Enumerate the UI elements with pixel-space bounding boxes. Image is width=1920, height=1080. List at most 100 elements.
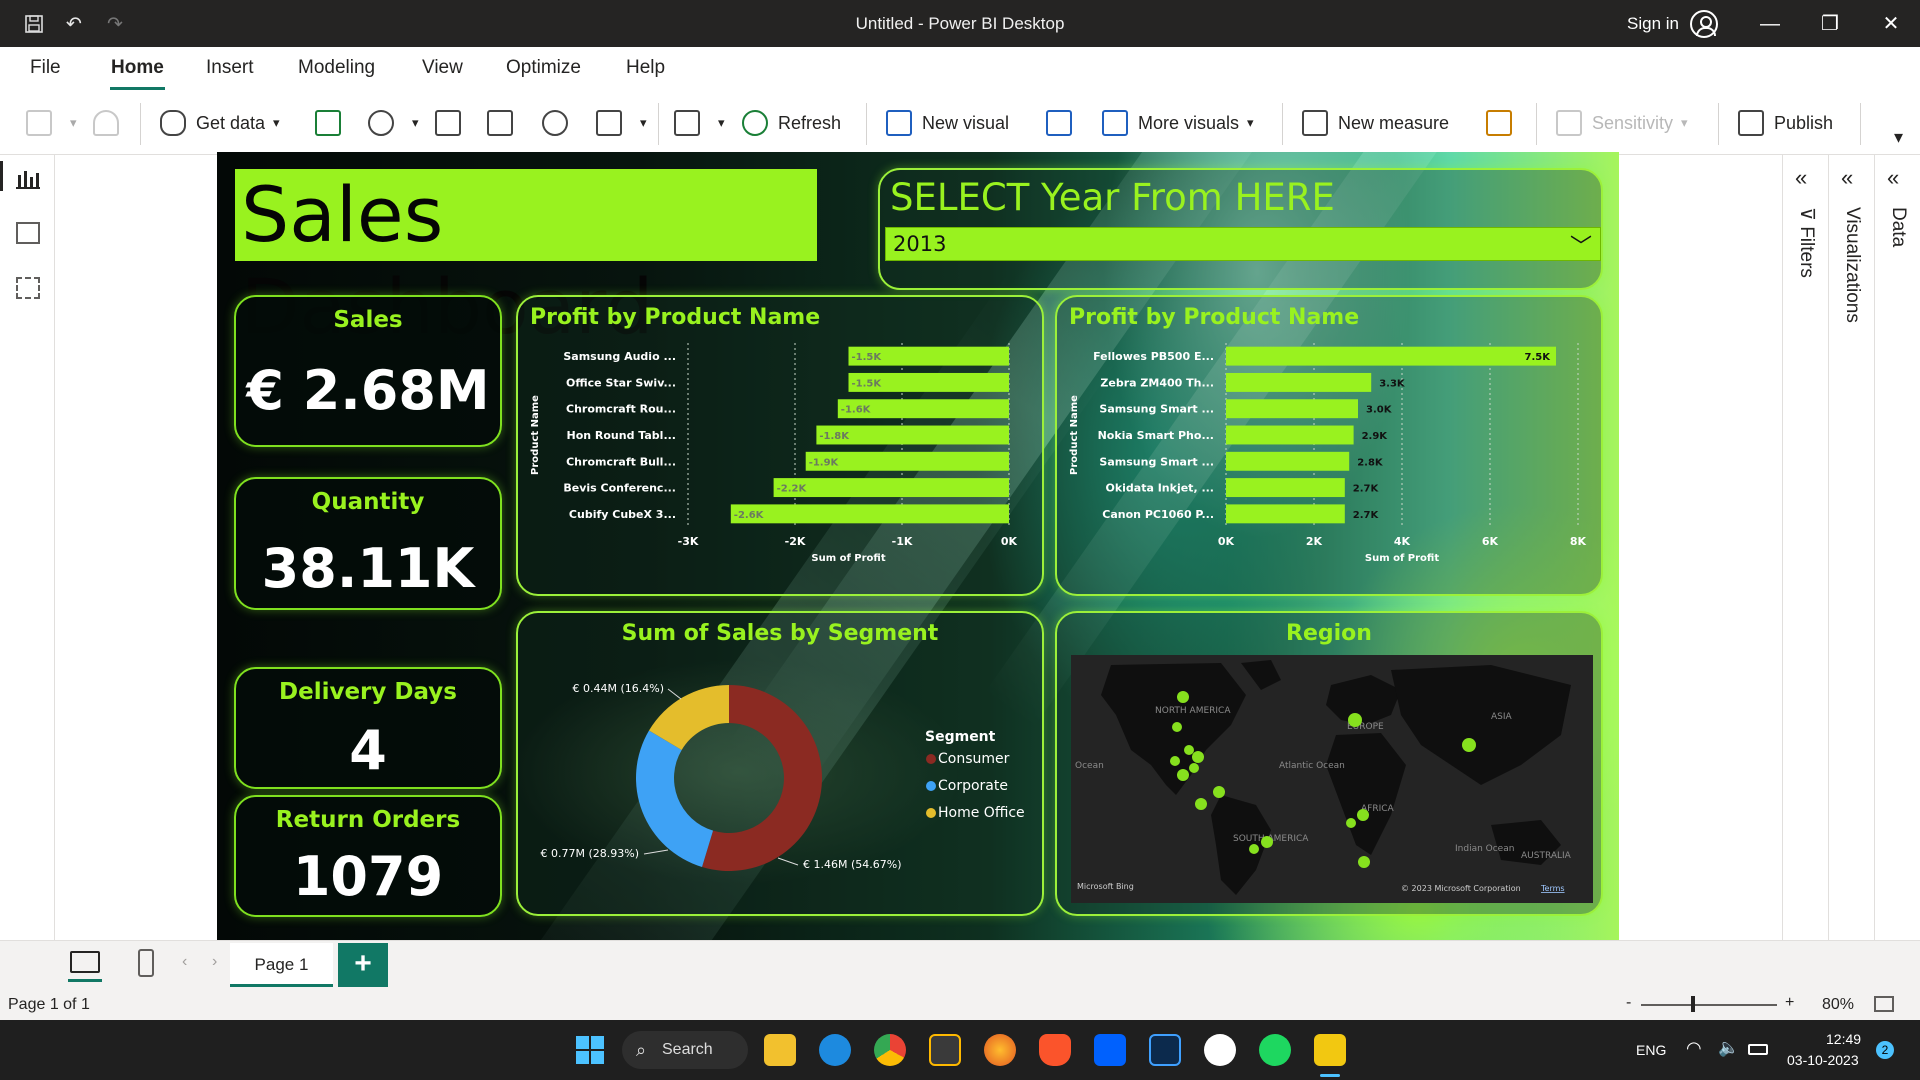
map-point[interactable] <box>1177 769 1189 781</box>
text-box-button[interactable] <box>1046 107 1082 139</box>
transform-data-button[interactable]: ▾ <box>674 107 725 139</box>
sql-server-button[interactable] <box>435 107 471 139</box>
paste-button[interactable]: ▾ <box>26 107 77 139</box>
tab-modeling[interactable]: Modeling <box>298 57 376 78</box>
tab-home[interactable]: Home <box>111 57 164 78</box>
zoom-slider-thumb[interactable] <box>1691 996 1695 1012</box>
legend-item[interactable]: Home Office <box>938 805 1025 821</box>
bar[interactable] <box>1226 372 1372 392</box>
bar[interactable] <box>1226 451 1350 471</box>
bar[interactable] <box>1226 478 1345 498</box>
new-visual-button[interactable]: New visual <box>886 107 1009 139</box>
excel-button[interactable] <box>315 107 351 139</box>
sales-card[interactable]: Sales € 2.68M <box>234 295 502 447</box>
bar[interactable] <box>1226 504 1345 524</box>
zoom-out-button[interactable]: - <box>1626 994 1632 1011</box>
store-icon[interactable] <box>929 1034 961 1066</box>
edge-icon[interactable] <box>819 1034 851 1066</box>
restore-button[interactable]: ❐ <box>1821 13 1839 35</box>
brave-icon[interactable] <box>1039 1034 1071 1066</box>
map-point[interactable] <box>1170 756 1180 766</box>
visualizations-pane-label[interactable]: Visualizations <box>1842 207 1863 323</box>
onelake-button[interactable]: ▾ <box>368 107 419 139</box>
legend-item[interactable]: Corporate <box>938 778 1008 794</box>
tab-help[interactable]: Help <box>626 57 666 78</box>
map-point[interactable] <box>1189 763 1199 773</box>
map-point[interactable] <box>1192 751 1204 763</box>
bar[interactable] <box>816 425 1009 445</box>
bar[interactable] <box>837 399 1009 419</box>
tab-insert[interactable]: Insert <box>206 57 254 78</box>
filters-pane[interactable]: « ⊽ Filters <box>1782 155 1828 940</box>
taskbar-search[interactable]: ⌕ Search <box>622 1031 748 1069</box>
zoom-slider[interactable] <box>1641 1004 1777 1006</box>
chevron-down-icon[interactable]: ﹀ <box>1569 234 1592 259</box>
bar[interactable] <box>1226 425 1354 445</box>
save-icon[interactable] <box>20 10 48 38</box>
return-orders-card[interactable]: Return Orders 1079 <box>234 795 502 917</box>
bar[interactable] <box>1226 399 1358 419</box>
page-tab-1[interactable]: Page 1 <box>230 943 333 987</box>
map-point[interactable] <box>1213 786 1225 798</box>
year-dropdown[interactable]: 2013 ﹀ <box>885 227 1601 261</box>
map-point[interactable] <box>1358 856 1370 868</box>
donut-slice[interactable] <box>636 730 714 868</box>
quick-measure-button[interactable] <box>1486 107 1522 139</box>
notification-badge[interactable]: 2 <box>1876 1041 1894 1059</box>
redo-icon[interactable]: ↷ <box>107 13 123 35</box>
publish-button[interactable]: Publish <box>1738 107 1833 139</box>
close-button[interactable]: ✕ <box>1882 13 1900 35</box>
clock-time[interactable]: 12:49 <box>1826 1031 1862 1047</box>
get-data-button[interactable]: Get data ▾ <box>160 107 280 139</box>
bar[interactable] <box>848 346 1010 366</box>
ribbon-expand-icon[interactable]: ▾ <box>1894 126 1904 147</box>
donut-slice[interactable] <box>702 685 822 871</box>
collapse-data-icon[interactable]: « <box>1887 165 1900 190</box>
delivery-days-card[interactable]: Delivery Days 4 <box>234 667 502 789</box>
map-point[interactable] <box>1348 713 1362 727</box>
recent-sources-button[interactable]: ▾ <box>596 107 647 139</box>
prev-page-icon[interactable]: ‹ <box>182 953 188 970</box>
map-point[interactable] <box>1462 738 1476 752</box>
data-pane[interactable]: « Data <box>1874 155 1920 940</box>
wifi-icon[interactable]: ◠ <box>1686 1038 1702 1058</box>
map-point[interactable] <box>1249 844 1259 854</box>
app-icon[interactable] <box>1149 1034 1181 1066</box>
report-view-icon[interactable] <box>16 167 40 189</box>
account-avatar-icon[interactable] <box>1690 10 1718 38</box>
model-view-icon[interactable] <box>16 277 40 299</box>
volume-icon[interactable]: 🔈 <box>1718 1038 1740 1057</box>
filters-pane-label[interactable]: ⊽ Filters <box>1796 207 1817 278</box>
tab-file[interactable]: File <box>30 57 61 78</box>
sales-by-segment-visual[interactable]: Sum of Sales by Segment € 1.46M (54.67%)… <box>516 611 1044 916</box>
more-visuals-button[interactable]: More visuals ▾ <box>1102 107 1254 139</box>
bar[interactable] <box>848 372 1010 392</box>
map-point[interactable] <box>1195 798 1207 810</box>
enter-data-button[interactable] <box>487 107 523 139</box>
github-icon[interactable] <box>1204 1034 1236 1066</box>
desktop-layout-icon[interactable] <box>70 951 100 973</box>
bar[interactable] <box>805 451 1009 471</box>
fit-to-page-icon[interactable] <box>1874 996 1894 1012</box>
collapse-filters-icon[interactable]: « <box>1795 165 1808 190</box>
start-icon[interactable] <box>574 1034 606 1066</box>
dropbox-icon[interactable] <box>1094 1034 1126 1066</box>
minimize-button[interactable]: — <box>1760 13 1780 35</box>
map-point[interactable] <box>1172 722 1182 732</box>
mobile-layout-icon[interactable] <box>138 949 154 977</box>
spotify-icon[interactable] <box>1259 1034 1291 1066</box>
format-painter-button[interactable] <box>93 107 129 139</box>
collapse-visualizations-icon[interactable]: « <box>1841 165 1854 190</box>
new-measure-button[interactable]: New measure <box>1302 107 1449 139</box>
bar[interactable] <box>1226 346 1556 366</box>
table-view-icon[interactable] <box>16 222 40 244</box>
world-map[interactable]: NORTH AMERICA EUROPE ASIA AFRICA SOUTH A… <box>1071 655 1593 903</box>
file-explorer-icon[interactable] <box>764 1034 796 1066</box>
data-pane-label[interactable]: Data <box>1888 207 1909 248</box>
map-point[interactable] <box>1184 745 1194 755</box>
clock-date[interactable]: 03-10-2023 <box>1787 1052 1859 1068</box>
dataverse-button[interactable] <box>542 107 578 139</box>
language-indicator[interactable]: ENG <box>1636 1042 1667 1058</box>
sign-in-link[interactable]: Sign in <box>1627 14 1679 33</box>
battery-icon[interactable] <box>1748 1044 1768 1055</box>
